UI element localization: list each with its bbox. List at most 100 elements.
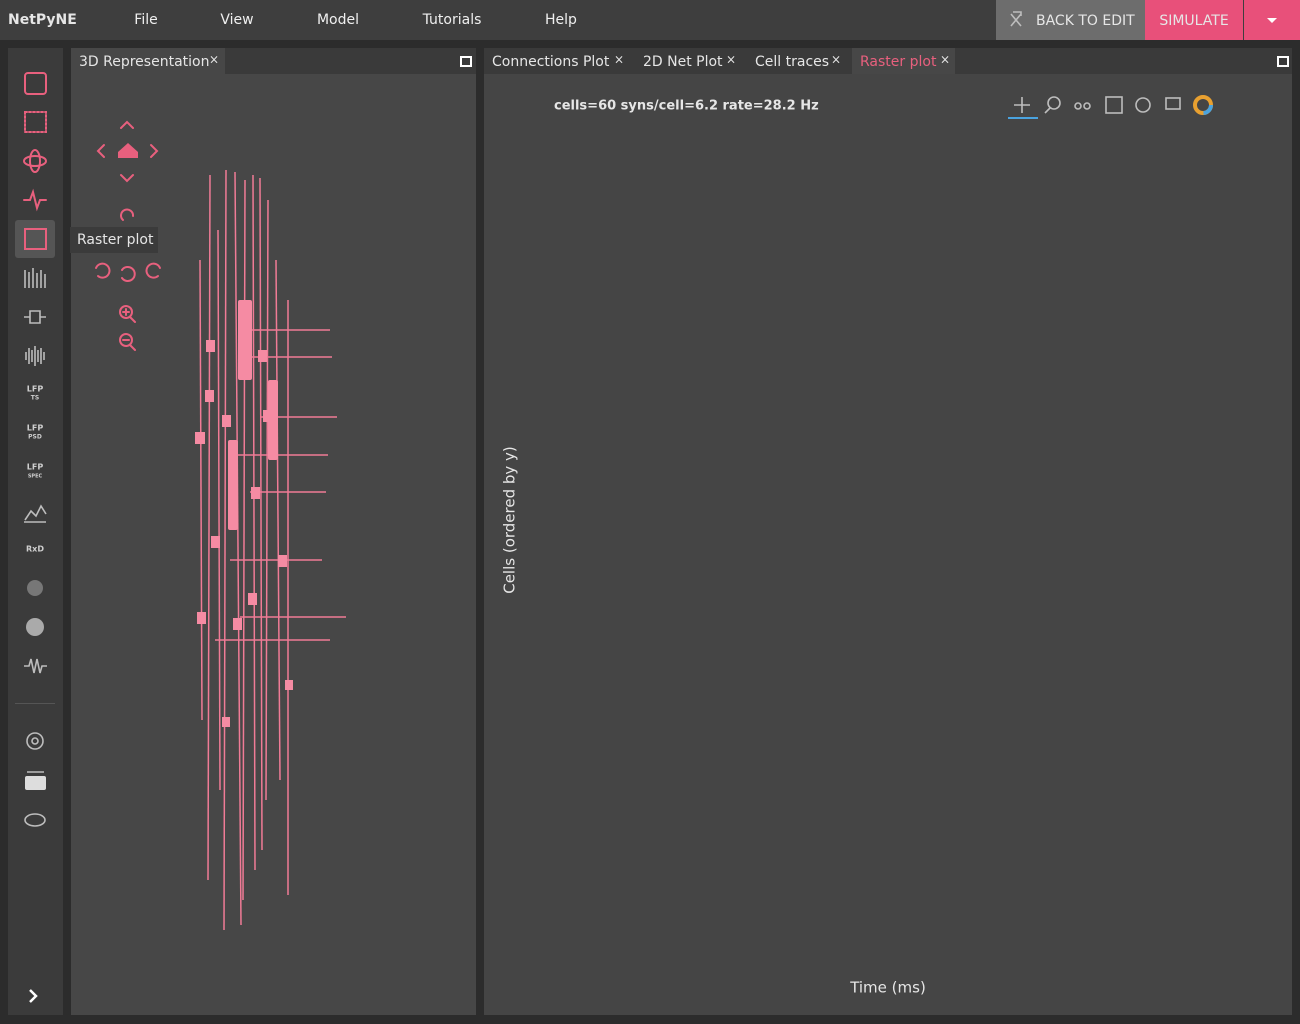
- sidebar-label[interactable]: LFP: [27, 424, 44, 433]
- neuron-3d-view: [195, 169, 346, 931]
- tab-label[interactable]: Cell traces: [755, 54, 829, 70]
- pan-right[interactable]: [150, 144, 159, 158]
- icon[interactable]: [24, 111, 47, 133]
- soma: [258, 350, 267, 362]
- soma: [222, 717, 230, 727]
- button-label: BACK TO EDIT: [1036, 13, 1135, 29]
- icon[interactable]: [23, 155, 47, 167]
- tab-close[interactable]: ×: [940, 53, 950, 67]
- dendrite: [265, 199, 269, 801]
- menu-item[interactable]: File: [134, 12, 157, 28]
- tooltip-text: Raster plot: [77, 232, 154, 248]
- tab-close[interactable]: ×: [831, 53, 841, 67]
- back-button[interactable]: BACK TO EDIT: [996, 0, 1145, 40]
- tab-close[interactable]: ×: [209, 53, 219, 67]
- sidebar-label[interactable]: LFP: [27, 463, 44, 472]
- icon[interactable]: [24, 658, 47, 674]
- wheel-zoom[interactable]: [1083, 102, 1091, 110]
- right-panel: [484, 48, 1292, 1015]
- icon-active-bg: [15, 220, 55, 258]
- icon[interactable]: [31, 737, 39, 745]
- y-axis-label: Cells (ordered by y): [501, 446, 519, 594]
- rotate-left[interactable]: [95, 262, 111, 279]
- process: [268, 380, 278, 460]
- button-label: SIMULATE: [1159, 13, 1228, 29]
- camera-controls: [95, 120, 161, 351]
- tab-label[interactable]: 3D Representation: [79, 54, 209, 70]
- icon[interactable]: [24, 813, 46, 827]
- tab-close[interactable]: ×: [614, 53, 624, 67]
- pan-tool[interactable]: [1014, 97, 1030, 113]
- wheel-zoom[interactable]: [1074, 102, 1082, 110]
- icon[interactable]: [27, 580, 43, 596]
- icon[interactable]: [23, 188, 47, 212]
- dendrite: [275, 259, 281, 781]
- expand-chevron[interactable]: [29, 989, 38, 1003]
- dendrite: [223, 169, 227, 931]
- icon[interactable]: [24, 72, 47, 95]
- tab-active[interactable]: [71, 48, 225, 74]
- zoom-in[interactable]: [122, 308, 136, 323]
- dendrite: [207, 174, 211, 881]
- simulate-button[interactable]: SIMULATE: [1145, 0, 1243, 40]
- icon[interactable]: [26, 618, 44, 636]
- tooltip: [70, 227, 158, 253]
- icon[interactable]: [24, 504, 47, 523]
- icon[interactable]: [26, 732, 44, 750]
- button-bg: [996, 0, 1145, 40]
- reset-tool[interactable]: [1135, 97, 1151, 113]
- tab-label[interactable]: 2D Net Plot: [643, 54, 723, 70]
- divider: [15, 703, 55, 704]
- maximize-icon[interactable]: [460, 56, 472, 67]
- icon[interactable]: [25, 346, 45, 366]
- hover-tool[interactable]: [1165, 97, 1181, 110]
- sidebar-label[interactable]: TS: [31, 395, 39, 402]
- tab[interactable]: 2D Net Plot ×: [643, 53, 736, 71]
- active-tool: [1008, 117, 1038, 119]
- process: [228, 440, 238, 530]
- rotate-right[interactable]: [145, 262, 161, 279]
- sidebar-label[interactable]: PSD: [28, 434, 42, 441]
- tab-label[interactable]: Connections Plot: [492, 54, 610, 70]
- brand: NetPyNE: [8, 12, 77, 28]
- zoom-tool[interactable]: [1044, 107, 1051, 114]
- tab-label[interactable]: Raster plot: [860, 54, 937, 70]
- icon[interactable]: [25, 776, 46, 790]
- tab-active[interactable]: [852, 48, 955, 74]
- soma: [197, 612, 206, 624]
- icon[interactable]: [24, 228, 47, 250]
- icon: [1010, 11, 1022, 27]
- soma: [248, 593, 257, 605]
- rotate[interactable]: [121, 266, 136, 282]
- sidebar-label[interactable]: LFP: [27, 385, 44, 394]
- zoom-tool[interactable]: [1047, 96, 1061, 110]
- tab[interactable]: Connections Plot ×: [484, 48, 632, 74]
- icon[interactable]: [24, 310, 46, 324]
- icon[interactable]: [29, 149, 41, 173]
- pan-up[interactable]: [120, 120, 134, 129]
- dendrite: [199, 259, 203, 721]
- menu-item[interactable]: Tutorials: [422, 12, 482, 28]
- sidebar-label[interactable]: RxD: [26, 545, 44, 554]
- dendrite: [252, 174, 256, 871]
- dropdown-arrow: [1267, 18, 1277, 23]
- save-tool[interactable]: [1105, 96, 1123, 114]
- sidebar-label[interactable]: SPEC: [28, 474, 43, 480]
- dendrite: [234, 171, 242, 926]
- menu-item[interactable]: View: [220, 12, 253, 28]
- zoom-out[interactable]: [119, 333, 133, 347]
- icon[interactable]: [24, 268, 46, 288]
- menu-item[interactable]: Help: [545, 12, 577, 28]
- pan-down[interactable]: [120, 174, 134, 183]
- logo: [1193, 95, 1213, 115]
- zoom-in[interactable]: [119, 305, 133, 319]
- zoom-out[interactable]: [122, 339, 136, 351]
- menu-item[interactable]: Model: [317, 12, 359, 28]
- rotate-up[interactable]: [120, 208, 134, 221]
- tab-close[interactable]: ×: [726, 53, 736, 67]
- home[interactable]: [118, 143, 138, 158]
- pan-left[interactable]: [96, 144, 105, 158]
- soma: [222, 415, 231, 427]
- tab[interactable]: Cell traces ×: [755, 53, 841, 71]
- maximize-icon[interactable]: [1277, 56, 1289, 67]
